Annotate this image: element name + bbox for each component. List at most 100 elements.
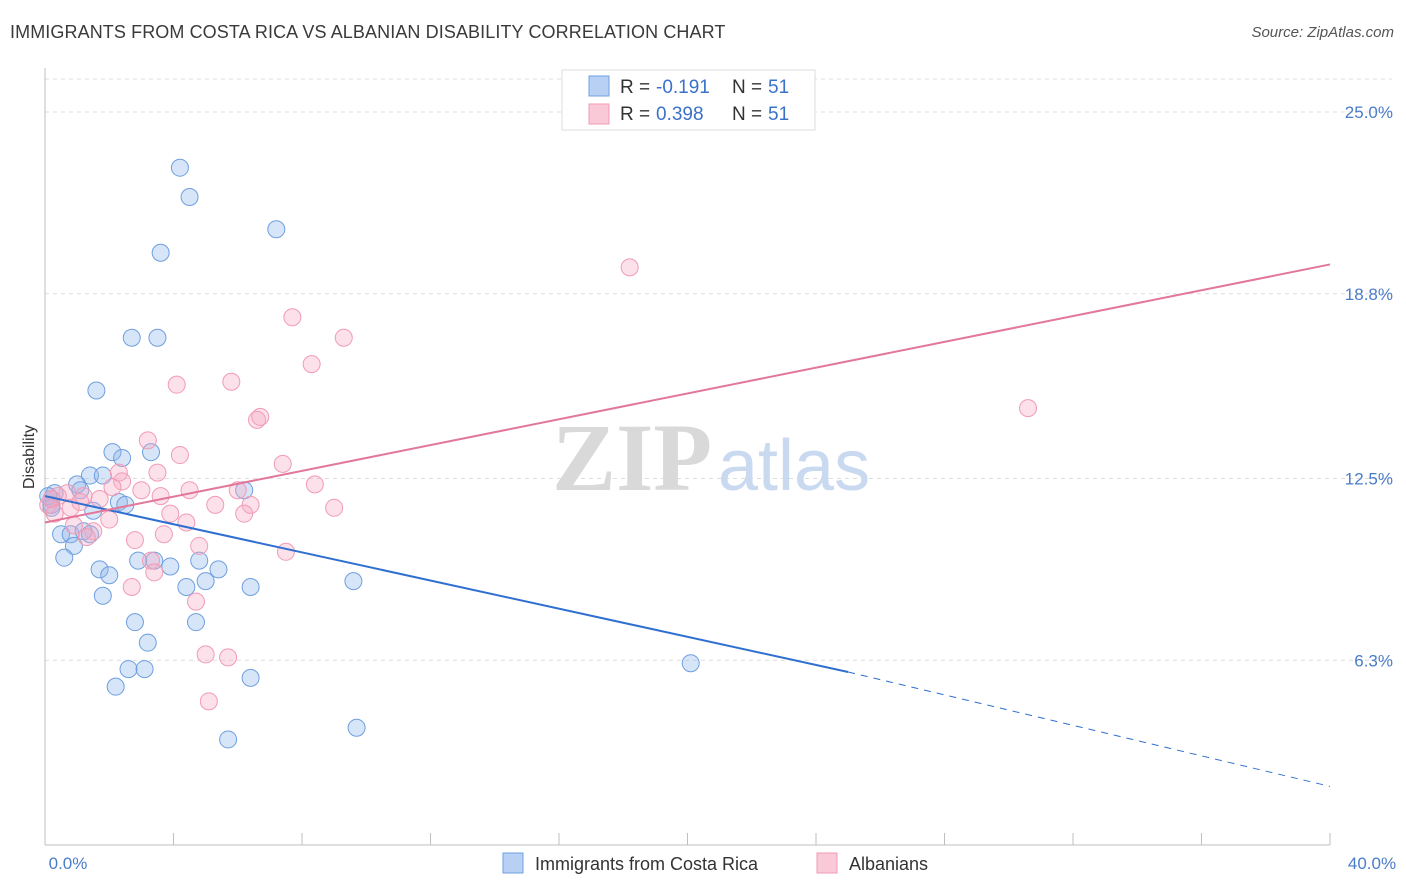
legend-box: R = -0.191 N = 51 R = 0.398 N = 51 xyxy=(561,69,816,131)
y-axis-label: Disability xyxy=(21,425,38,489)
point-albanians xyxy=(125,531,144,550)
point-albanians xyxy=(142,551,161,570)
y-tick-label: 25.0% xyxy=(1345,103,1393,122)
bottom-legend-swatch-pink xyxy=(816,852,838,874)
point-albanians xyxy=(167,375,186,394)
point-albanians xyxy=(1019,399,1038,418)
point-costa-rica xyxy=(93,586,112,605)
point-costa-rica xyxy=(90,560,109,579)
point-costa-rica xyxy=(347,718,366,737)
point-albanians xyxy=(276,542,295,561)
bottom-legend-label-pink: Albanians xyxy=(849,854,928,874)
point-albanians xyxy=(325,498,344,517)
point-albanians xyxy=(273,454,292,473)
point-costa-rica xyxy=(142,443,161,462)
watermark-atlas: atlas xyxy=(718,426,870,506)
point-costa-rica xyxy=(151,243,170,262)
point-costa-rica xyxy=(177,577,196,596)
point-costa-rica xyxy=(87,381,106,400)
point-costa-rica xyxy=(186,613,205,632)
bottom-legend-swatch-blue xyxy=(502,852,524,874)
point-albanians xyxy=(190,536,209,555)
point-albanians xyxy=(138,431,157,450)
source-note: Source: ZipAtlas.com xyxy=(1251,24,1394,41)
x-tick-label-min: 0.0% xyxy=(49,854,88,873)
point-albanians xyxy=(180,481,199,500)
legend-n-label-2: N = xyxy=(732,104,762,125)
point-albanians xyxy=(334,328,353,347)
point-albanians xyxy=(283,308,302,327)
point-albanians xyxy=(222,372,241,391)
legend-r-value-1: -0.191 xyxy=(656,77,710,98)
point-albanians xyxy=(132,481,151,500)
point-costa-rica xyxy=(55,548,74,567)
point-albanians xyxy=(186,592,205,611)
legend-n-label-1: N = xyxy=(732,77,762,98)
point-costa-rica xyxy=(64,536,83,555)
point-albanians xyxy=(219,648,238,667)
point-albanians xyxy=(305,475,324,494)
trend-line-costa-rica xyxy=(44,495,849,673)
point-albanians xyxy=(113,472,132,491)
point-albanians xyxy=(145,563,164,582)
point-albanians xyxy=(251,407,270,426)
data-points xyxy=(39,158,1038,749)
point-costa-rica xyxy=(209,560,228,579)
point-albanians xyxy=(154,525,173,544)
point-albanians xyxy=(241,495,260,514)
x-ticks xyxy=(44,833,1331,845)
point-albanians xyxy=(206,495,225,514)
point-costa-rica xyxy=(80,466,99,485)
point-albanians xyxy=(199,692,218,711)
point-albanians xyxy=(248,410,267,429)
point-costa-rica xyxy=(219,730,238,749)
point-costa-rica xyxy=(122,328,141,347)
point-costa-rica xyxy=(106,677,125,696)
point-albanians xyxy=(235,504,254,523)
point-costa-rica xyxy=(344,572,363,591)
point-albanians xyxy=(103,478,122,497)
legend-r-label-1: R = xyxy=(620,77,650,98)
point-costa-rica xyxy=(241,668,260,687)
watermark: ZIP atlas xyxy=(552,404,870,511)
x-tick-label-max: 40.0% xyxy=(1348,854,1396,873)
trend-line-costa-rica-extension xyxy=(848,671,1331,787)
point-albanians xyxy=(620,258,639,277)
point-albanians xyxy=(161,504,180,523)
point-costa-rica xyxy=(138,633,157,652)
point-costa-rica xyxy=(180,188,199,207)
legend-r-label-2: R = xyxy=(620,104,650,125)
point-albanians xyxy=(228,481,247,500)
point-costa-rica xyxy=(129,551,148,570)
legend-swatch-blue xyxy=(588,75,610,97)
legend-n-value-2: 51 xyxy=(768,104,789,125)
point-costa-rica xyxy=(148,328,167,347)
point-costa-rica xyxy=(52,525,71,544)
legend-n-value-1: 51 xyxy=(768,77,789,98)
y-tick-labels: 6.3% 12.5% 18.8% 25.0% xyxy=(1345,103,1393,670)
y-tick-label: 12.5% xyxy=(1345,469,1393,488)
point-costa-rica xyxy=(125,613,144,632)
point-costa-rica xyxy=(170,158,189,177)
point-albanians xyxy=(196,645,215,664)
point-albanians xyxy=(45,504,64,523)
watermark-zip: ZIP xyxy=(552,404,712,511)
point-costa-rica xyxy=(681,654,700,673)
point-albanians xyxy=(77,528,96,547)
point-costa-rica xyxy=(190,551,209,570)
point-costa-rica xyxy=(100,566,119,585)
point-costa-rica xyxy=(161,557,180,576)
legend-r-value-2: 0.398 xyxy=(656,104,704,125)
point-albanians xyxy=(122,577,141,596)
trend-lines xyxy=(44,263,1331,787)
point-costa-rica xyxy=(196,572,215,591)
point-costa-rica xyxy=(241,577,260,596)
bottom-legend: Immigrants from Costa Rica Albanians xyxy=(502,852,928,874)
y-tick-label: 6.3% xyxy=(1354,651,1393,670)
point-albanians xyxy=(151,487,170,506)
point-costa-rica xyxy=(135,660,154,679)
point-costa-rica xyxy=(267,220,286,239)
chart-title: IMMIGRANTS FROM COSTA RICA VS ALBANIAN D… xyxy=(10,22,726,42)
point-albanians xyxy=(170,446,189,465)
point-costa-rica xyxy=(103,443,122,462)
